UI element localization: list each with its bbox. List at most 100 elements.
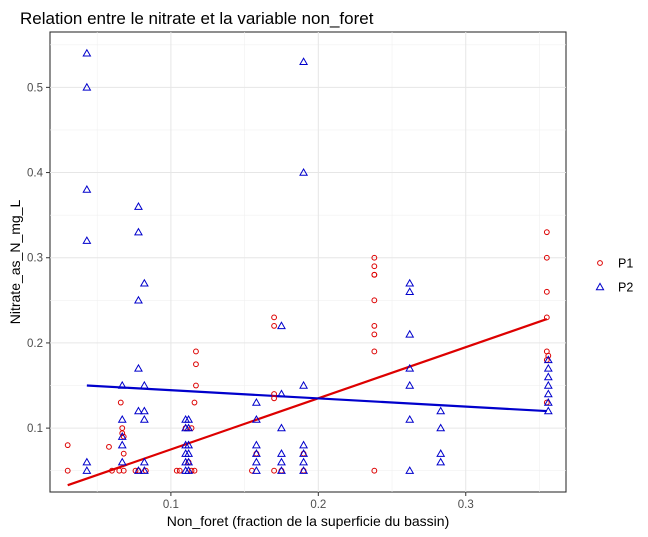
point-p2	[133, 363, 143, 372]
point-p1	[191, 399, 198, 406]
point-p2	[184, 414, 194, 423]
point-p2	[139, 457, 149, 466]
point-p2	[277, 423, 286, 432]
point-p2	[436, 457, 446, 466]
point-p1	[371, 348, 378, 355]
point-p1	[109, 467, 115, 474]
point-p2	[133, 202, 143, 210]
point-p2	[184, 457, 194, 466]
point-p2	[405, 414, 415, 423]
point-p1	[64, 467, 71, 474]
x-tick-label: 0.2	[310, 499, 326, 511]
point-p2	[184, 449, 194, 457]
y-tick-label: 0.3	[27, 253, 43, 265]
point-p2	[405, 329, 415, 338]
point-p1	[173, 467, 180, 474]
point-p2	[133, 406, 143, 415]
point-p2	[251, 466, 261, 474]
legend-item-p2: P2	[595, 281, 633, 295]
point-p2	[543, 389, 553, 398]
point-p2	[543, 406, 553, 415]
point-p1	[371, 254, 378, 261]
point-p2	[277, 449, 286, 457]
point-p1	[543, 229, 550, 236]
point-p1	[371, 271, 378, 278]
y-tick-label: 0.4	[27, 168, 44, 180]
y-tick-label: 0.5	[27, 82, 43, 94]
point-p1	[119, 430, 126, 437]
point-p2	[405, 380, 415, 389]
point-p2	[405, 287, 415, 296]
point-p1	[371, 263, 378, 270]
point-p2	[82, 466, 92, 474]
legend-triangle-icon	[595, 282, 605, 291]
point-p2	[299, 380, 309, 389]
point-p2	[117, 432, 127, 440]
point-p2	[139, 466, 149, 474]
point-p2	[139, 406, 149, 415]
point-p2	[133, 295, 143, 304]
regression-lines	[67, 318, 548, 487]
point-p1	[271, 322, 277, 329]
point-p2	[82, 184, 92, 193]
point-p1	[545, 352, 552, 359]
point-p2	[251, 457, 261, 466]
point-p2	[543, 363, 553, 372]
legend-circle-icon	[597, 260, 603, 266]
fit-line-p2	[86, 384, 547, 413]
point-p2	[82, 457, 92, 466]
point-p2	[436, 449, 446, 457]
point-p2	[543, 372, 553, 381]
point-p2	[82, 82, 92, 91]
point-p1	[271, 395, 277, 402]
point-p1	[64, 442, 71, 449]
point-p1	[191, 467, 198, 474]
point-p2	[117, 414, 127, 423]
y-tick-label: 0.1	[27, 423, 43, 435]
point-p1	[271, 391, 277, 397]
point-p1	[120, 450, 127, 457]
point-p2	[299, 457, 309, 466]
series-p2-points	[82, 48, 553, 474]
point-p1	[371, 467, 378, 474]
point-p2	[184, 440, 194, 449]
point-p2	[405, 278, 415, 287]
x-tick-label: 0.1	[163, 499, 179, 511]
point-p1	[371, 297, 378, 304]
legend-label: P2	[618, 281, 633, 295]
legend-item-p1: P1	[597, 257, 633, 271]
plot-panel	[49, 31, 567, 493]
point-p2	[251, 397, 261, 406]
legend-label: P1	[618, 257, 633, 271]
point-p2	[436, 406, 446, 415]
point-p2	[299, 466, 309, 474]
x-axis-label: Non_foret (fraction de la superficie du …	[167, 513, 449, 529]
point-p2	[251, 440, 261, 449]
point-p2	[543, 355, 553, 364]
point-p1	[193, 348, 199, 355]
x-tick-label: 0.3	[458, 499, 474, 511]
y-tick-label: 0.2	[27, 338, 43, 350]
point-p2	[184, 423, 194, 432]
point-p1	[120, 467, 127, 474]
point-p2	[133, 227, 143, 236]
point-p2	[277, 389, 286, 398]
point-p2	[277, 457, 286, 466]
point-p2	[133, 466, 143, 474]
series-p1-points	[64, 229, 552, 474]
point-p1	[117, 399, 124, 406]
point-p2	[299, 449, 309, 457]
point-p1	[106, 443, 112, 450]
point-p2	[117, 440, 127, 449]
point-p2	[299, 57, 309, 66]
point-p1	[543, 254, 550, 261]
point-p1	[371, 331, 378, 338]
point-p2	[251, 449, 261, 457]
point-p2	[251, 414, 261, 423]
major-gridlines	[50, 32, 566, 492]
point-p2	[117, 457, 127, 466]
point-p2	[82, 48, 92, 57]
point-p2	[543, 380, 553, 389]
point-p2	[82, 236, 92, 244]
